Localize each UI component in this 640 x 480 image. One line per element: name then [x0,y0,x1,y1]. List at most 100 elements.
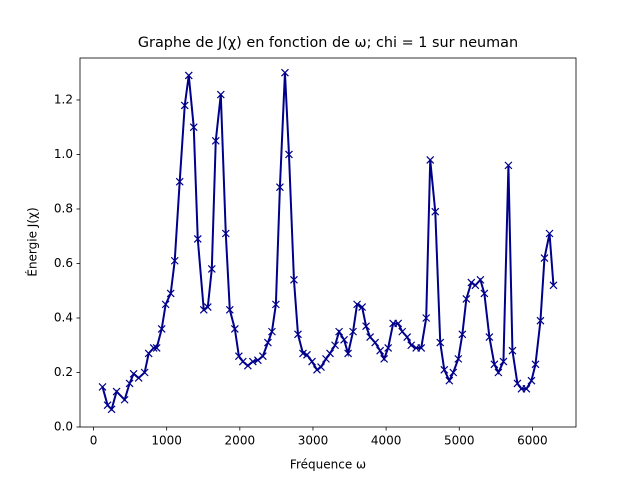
data-point [268,327,276,336]
data-point [149,344,158,352]
data-point [467,278,476,287]
data-point [362,322,370,331]
data-point [125,379,134,388]
data-point [458,330,467,339]
y-tick-label: 0.4 [54,310,73,324]
data-point [326,349,334,358]
data-point [499,357,508,366]
data-point [290,275,298,284]
data-point [271,300,280,309]
plot-frame [79,57,577,428]
data-point [358,303,367,312]
data-point [258,352,267,361]
x-tick-label: 4000 [371,434,402,448]
data-point [308,357,316,366]
data-point [313,365,321,374]
data-point [211,136,220,145]
data-point [140,368,149,377]
data-point [508,346,517,355]
y-tick-label: 1.0 [54,147,73,161]
y-tick-label: 1.2 [54,92,73,106]
data-point [380,354,389,363]
x-tick-label: 0 [90,434,98,448]
data-point [480,289,489,298]
data-point [275,183,284,192]
x-axis-label: Fréquence ω [290,458,366,472]
data-point [285,150,293,159]
data-point [157,324,166,333]
data-point [531,360,540,369]
data-point [476,275,485,284]
x-tick-label: 3000 [298,434,329,448]
data-point [513,379,522,388]
data-point [189,123,198,132]
data-point [170,256,179,265]
data-point [426,156,435,164]
data-point [335,327,344,336]
data-point [431,207,440,216]
data-point [225,305,234,314]
data-point [152,344,161,352]
data-line [101,72,555,412]
data-point [331,341,339,350]
data-point [238,357,247,366]
data-point [166,289,175,298]
data-point [193,235,202,243]
data-point [394,319,403,328]
data-point [490,360,499,369]
data-point [445,376,454,385]
x-tick-label: 5000 [444,434,475,448]
data-point [540,254,549,262]
y-tick-label: 0.0 [54,420,73,434]
data-point [376,346,385,355]
data-point [322,354,330,363]
data-point [504,161,513,170]
data-point [407,341,416,350]
data-point [436,338,445,347]
data-point [243,361,252,370]
data-point [199,305,208,314]
data-point [494,368,503,377]
data-point [207,265,216,273]
x-tick-label: 6000 [517,434,548,448]
data-point [98,383,107,391]
data-point [253,356,262,365]
data-point [129,369,138,378]
y-axis-label: Énergie J(χ) [25,207,40,276]
data-point [485,333,494,341]
data-point [120,395,129,404]
data-point [522,384,531,393]
y-tick-label: 0.6 [54,256,73,270]
data-point [230,324,239,333]
data-point [422,314,431,322]
data-point [281,68,289,77]
data-point [317,363,325,371]
data-point [303,350,311,359]
data-point [417,344,426,352]
data-point [107,405,116,414]
data-point [221,229,230,238]
y-tick-label: 0.2 [54,365,73,379]
data-point [294,330,302,339]
data-point [248,357,257,366]
data-point [353,300,361,309]
chart-title: Graphe de J(χ) en fonction de ω; chi = 1… [138,35,518,51]
data-point [536,316,545,325]
data-point [112,387,121,396]
x-tick-label: 2000 [225,434,256,448]
data-point [349,327,357,336]
data-point [180,101,189,110]
data-point [216,90,225,99]
data-point [462,294,471,303]
x-tick-label: 1000 [151,434,182,448]
data-point [527,376,536,385]
data-point [371,338,380,347]
data-point [440,365,449,374]
data-point [344,349,353,358]
data-point [545,229,554,238]
data-point [175,177,184,186]
data-point [161,300,170,309]
data-point [384,344,393,352]
data-point [403,333,412,341]
